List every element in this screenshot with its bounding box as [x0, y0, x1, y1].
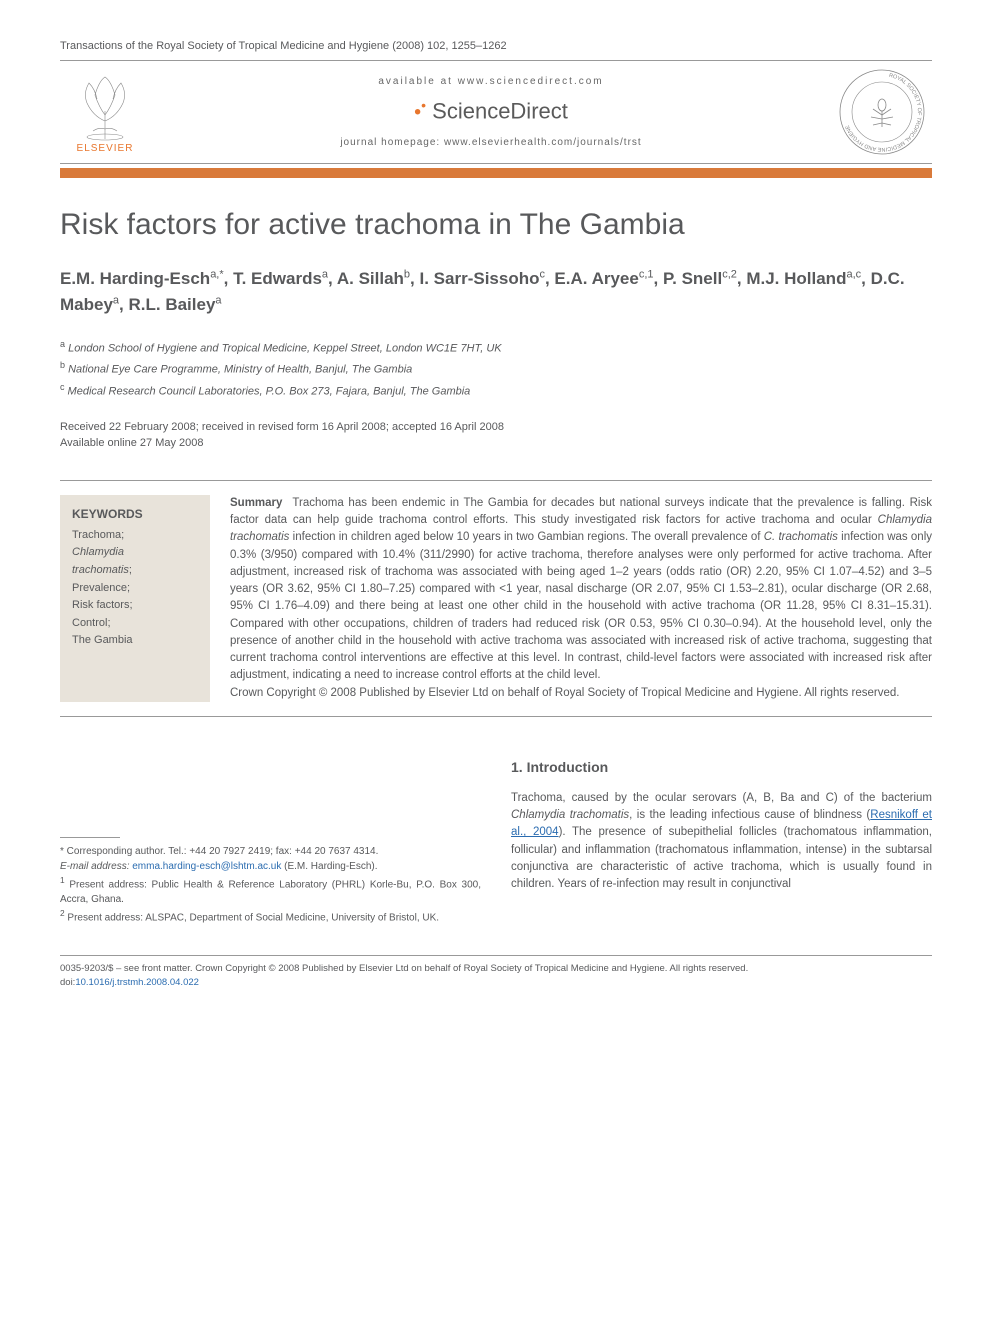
elsevier-logo-block: ELSEVIER — [60, 71, 150, 154]
right-column: 1. Introduction Trachoma, caused by the … — [511, 757, 932, 926]
footer-doi: doi:10.1016/j.trstmh.2008.04.022 — [60, 976, 932, 989]
keywords-heading: KEYWORDS — [72, 507, 198, 521]
summary-text: SummaryTrachoma has been endemic in The … — [230, 495, 932, 702]
online-date: Available online 27 May 2008 — [60, 435, 932, 452]
keywords-list: Trachoma;Chlamydiatrachomatis;Prevalence… — [72, 527, 198, 650]
author-list: E.M. Harding-Escha,*, T. Edwardsa, A. Si… — [60, 266, 932, 317]
sciencedirect-logo: •• ScienceDirect — [150, 97, 832, 124]
article-dates: Received 22 February 2008; received in r… — [60, 419, 932, 452]
footnotes-rule — [60, 837, 120, 838]
doi-link[interactable]: 10.1016/j.trstmh.2008.04.022 — [75, 977, 199, 988]
intro-paragraph: Trachoma, caused by the ocular serovars … — [511, 790, 932, 894]
summary-label: Summary — [230, 497, 282, 509]
footnotes: * Corresponding author. Tel.: +44 20 792… — [60, 844, 481, 926]
journal-homepage-text: journal homepage: www.elsevierhealth.com… — [150, 137, 832, 148]
summary-copyright: Crown Copyright © 2008 Published by Else… — [230, 687, 899, 699]
available-at-text: available at www.sciencedirect.com — [150, 76, 832, 87]
summary-body: Trachoma has been endemic in The Gambia … — [230, 497, 932, 682]
article-title: Risk factors for active trachoma in The … — [60, 208, 932, 242]
body-columns: * Corresponding author. Tel.: +44 20 792… — [60, 757, 932, 926]
affiliations: a London School of Hygiene and Tropical … — [60, 337, 932, 401]
elsevier-label: ELSEVIER — [77, 143, 134, 154]
received-date: Received 22 February 2008; received in r… — [60, 419, 932, 436]
elsevier-tree-icon — [75, 71, 135, 141]
author-email-link[interactable]: emma.harding-esch@lshtm.ac.uk — [132, 861, 281, 872]
footnote-2: 2 Present address: ALSPAC, Department of… — [60, 907, 481, 925]
footer-rule — [60, 955, 932, 956]
corresponding-author: * Corresponding author. Tel.: +44 20 792… — [60, 844, 481, 859]
email-line: E-mail address: emma.harding-esch@lshtm.… — [60, 859, 481, 874]
footer-text: 0035-9203/$ – see front matter. Crown Co… — [60, 962, 932, 989]
orange-divider-bar — [60, 168, 932, 178]
society-logo-icon: ROYAL SOCIETY OF TROPICAL MEDICINE AND H… — [837, 67, 927, 157]
affiliation-line: b National Eye Care Programme, Ministry … — [60, 358, 932, 379]
footer-copyright: 0035-9203/$ – see front matter. Crown Co… — [60, 962, 932, 975]
affiliation-line: a London School of Hygiene and Tropical … — [60, 337, 932, 358]
section-heading-intro: 1. Introduction — [511, 757, 932, 778]
publisher-banner: ELSEVIER available at www.sciencedirect.… — [60, 60, 932, 164]
footnote-1: 1 Present address: Public Health & Refer… — [60, 874, 481, 907]
affiliation-line: c Medical Research Council Laboratories,… — [60, 380, 932, 401]
keywords-box: KEYWORDS Trachoma;Chlamydiatrachomatis;P… — [60, 495, 210, 702]
journal-reference: Transactions of the Royal Society of Tro… — [60, 40, 932, 52]
svg-text:ROYAL SOCIETY OF TROPICAL MEDI: ROYAL SOCIETY OF TROPICAL MEDICINE AND H… — [844, 73, 922, 152]
left-column: * Corresponding author. Tel.: +44 20 792… — [60, 757, 481, 926]
abstract-section: KEYWORDS Trachoma;Chlamydiatrachomatis;P… — [60, 480, 932, 717]
